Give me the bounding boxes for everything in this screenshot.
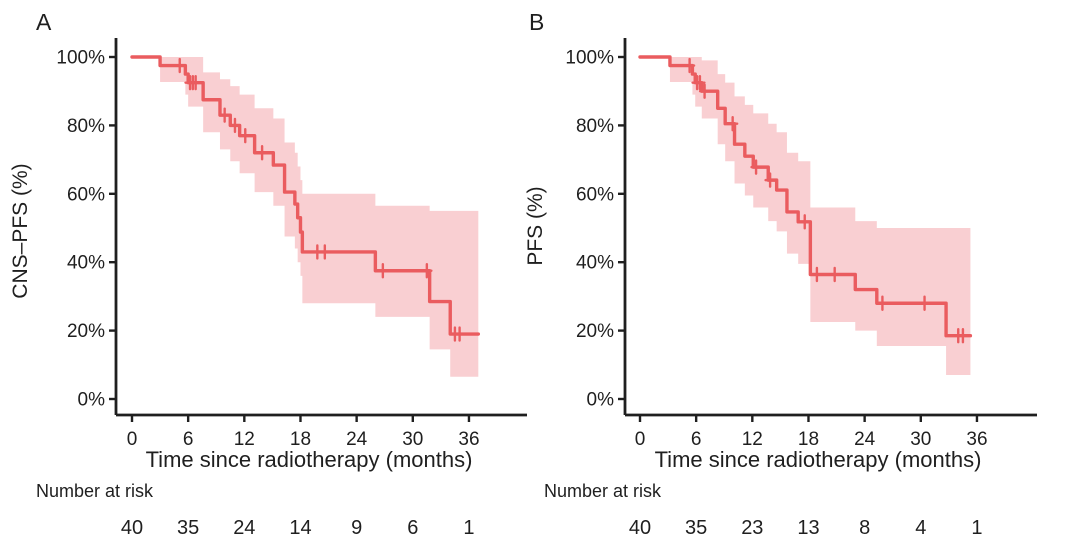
risk-count: 14 <box>289 517 311 539</box>
confidence-band <box>160 57 479 377</box>
risk-count: 40 <box>629 517 651 539</box>
risk-count: 24 <box>233 517 255 539</box>
panel-a-y-axis-title: CNS–PFS (%) <box>9 163 32 299</box>
panel-b-x-axis-title: Time since radiotherapy (months) <box>654 447 982 472</box>
y-tick-label: 20% <box>576 321 614 342</box>
risk-count: 1 <box>971 517 982 539</box>
x-tick-label: 0 <box>127 429 138 450</box>
y-tick-label: 40% <box>67 253 105 274</box>
risk-count: 8 <box>859 517 870 539</box>
survival-curve <box>638 55 973 338</box>
x-tick-label: 24 <box>854 429 876 450</box>
y-tick-label: 60% <box>67 184 105 205</box>
risk-count: 1 <box>463 517 474 539</box>
y-tick-label: 100% <box>56 48 105 69</box>
confidence-band <box>669 57 971 376</box>
risk-count: 4 <box>915 517 926 539</box>
survival-curve <box>130 55 481 336</box>
risk-count: 23 <box>741 517 763 539</box>
y-tick-label: 20% <box>67 321 105 342</box>
risk-count: 35 <box>177 517 199 539</box>
x-tick-label: 18 <box>290 429 311 450</box>
y-tick-label: 40% <box>576 253 614 274</box>
panel-b-number-at-risk-label: Number at risk <box>544 481 662 501</box>
risk-count: 13 <box>797 517 819 539</box>
x-tick-label: 36 <box>458 429 479 450</box>
y-tick-label: 0% <box>587 390 615 411</box>
x-tick-label: 6 <box>691 429 702 450</box>
y-tick-label: 80% <box>576 116 614 137</box>
x-tick-label: 30 <box>402 429 423 450</box>
y-tick-label: 80% <box>67 116 105 137</box>
x-tick-label: 30 <box>910 429 931 450</box>
x-tick-label: 6 <box>183 429 194 450</box>
risk-count: 9 <box>351 517 362 539</box>
x-tick-label: 36 <box>966 429 987 450</box>
y-tick-label: 0% <box>78 390 106 411</box>
risk-count: 35 <box>685 517 707 539</box>
risk-count: 40 <box>121 517 143 539</box>
panel-a-number-at-risk-label: Number at risk <box>36 481 154 501</box>
y-tick-label: 100% <box>565 48 614 69</box>
x-tick-label: 12 <box>234 429 255 450</box>
panel-b-label: B <box>529 9 545 35</box>
x-tick-label: 24 <box>346 429 368 450</box>
x-tick-label: 12 <box>742 429 763 450</box>
panel-b-y-axis-title: PFS (%) <box>524 186 547 266</box>
panel-a-label: A <box>36 9 52 35</box>
risk-count: 6 <box>407 517 418 539</box>
panel-a-x-axis-title: Time since radiotherapy (months) <box>145 447 473 472</box>
y-tick-label: 60% <box>576 184 614 205</box>
x-tick-label: 0 <box>635 429 646 450</box>
x-tick-label: 18 <box>798 429 819 450</box>
